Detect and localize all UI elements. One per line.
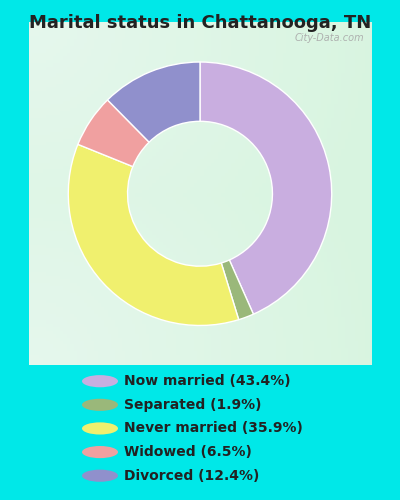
Wedge shape — [68, 144, 239, 326]
Circle shape — [82, 375, 118, 388]
Circle shape — [82, 470, 118, 482]
Text: Widowed (6.5%): Widowed (6.5%) — [124, 445, 252, 459]
Wedge shape — [78, 100, 149, 166]
Circle shape — [82, 422, 118, 434]
Text: Marital status in Chattanooga, TN: Marital status in Chattanooga, TN — [29, 14, 371, 32]
Text: Divorced (12.4%): Divorced (12.4%) — [124, 468, 259, 482]
Text: Separated (1.9%): Separated (1.9%) — [124, 398, 262, 412]
Text: Now married (43.4%): Now married (43.4%) — [124, 374, 291, 388]
Text: City-Data.com: City-Data.com — [295, 33, 364, 43]
Wedge shape — [108, 62, 200, 142]
Circle shape — [82, 399, 118, 411]
Wedge shape — [221, 260, 254, 320]
Wedge shape — [200, 62, 332, 314]
Text: Never married (35.9%): Never married (35.9%) — [124, 422, 303, 436]
Circle shape — [82, 446, 118, 458]
